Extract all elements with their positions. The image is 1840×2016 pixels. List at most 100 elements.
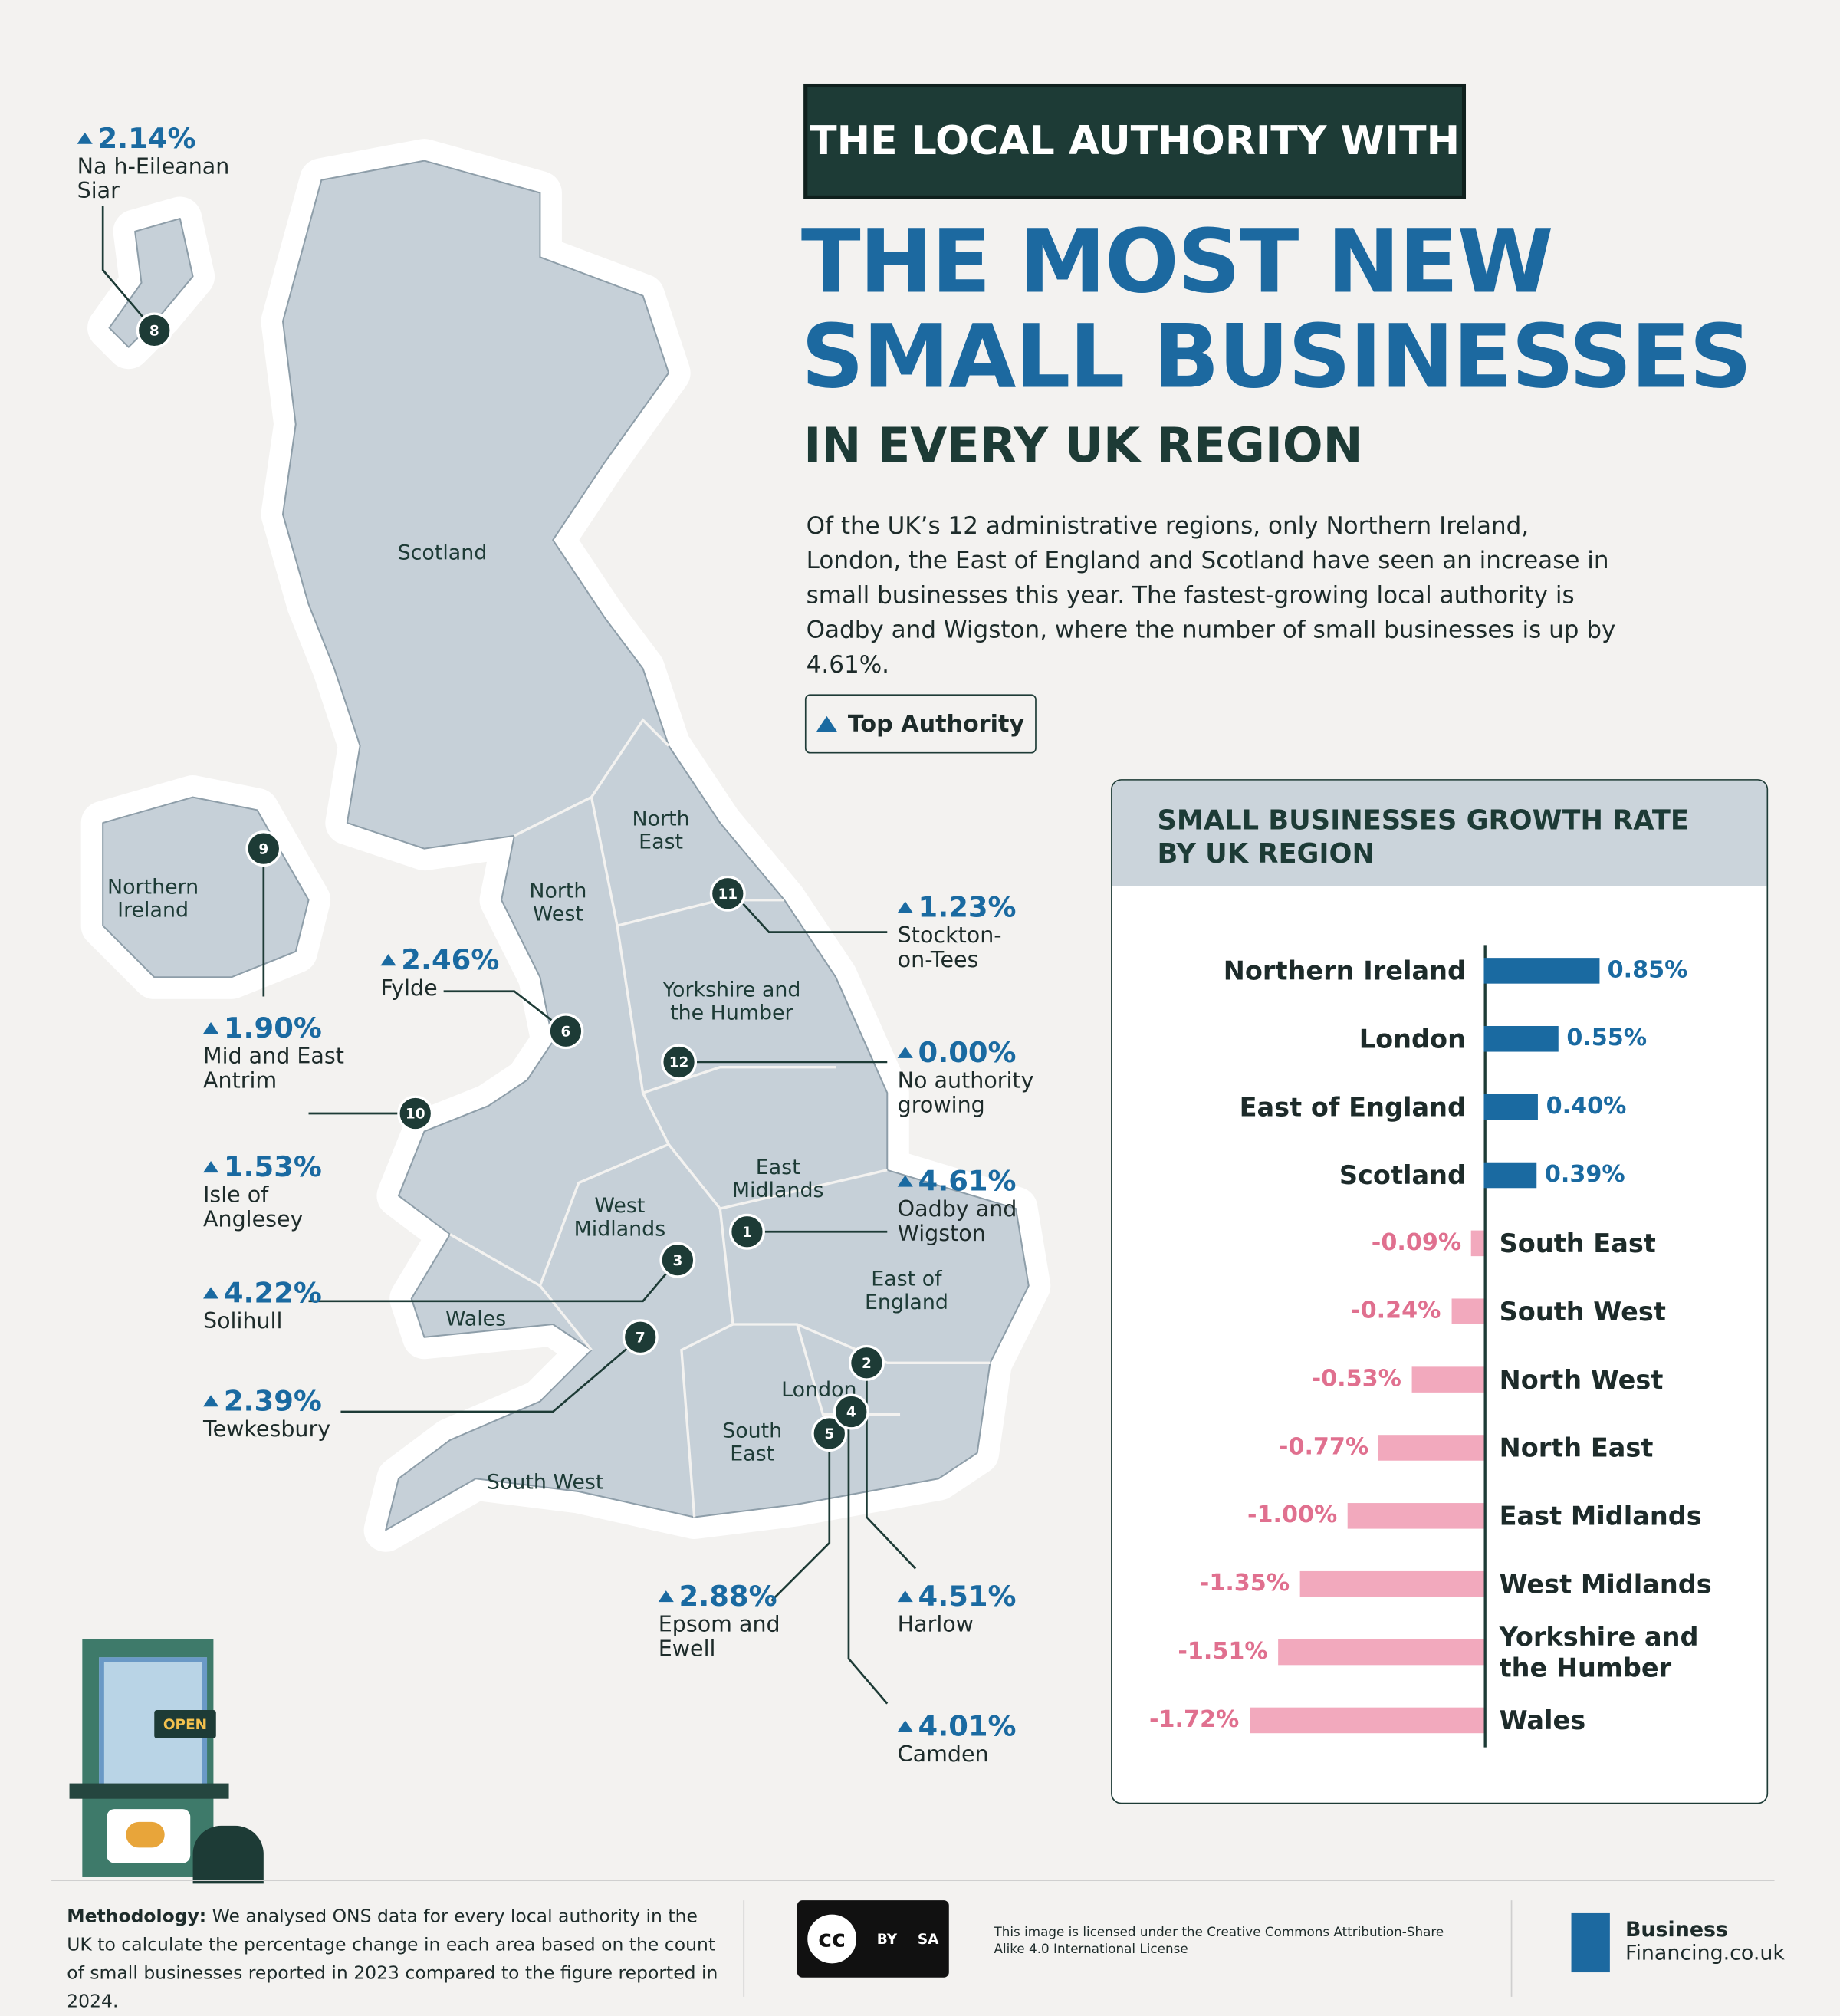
callout-name: Epsom and Ewell [658, 1612, 780, 1662]
leader-line [101, 206, 156, 331]
leader-line [847, 1427, 889, 1705]
category-label: Wales [1499, 1705, 1586, 1736]
value-label: 0.39% [1544, 1161, 1625, 1189]
callout-name: Mid and East Antrim [202, 1044, 344, 1094]
callout-name: No authority growing [897, 1068, 1034, 1119]
rank-marker: 6 [547, 1013, 584, 1050]
callout-value: 4.51% [898, 1581, 1065, 1613]
callout: 2.46% Fylde [380, 945, 547, 1001]
callout: 1.53% Isle of Anglesey [203, 1152, 325, 1233]
category-label: West Midlands [1499, 1568, 1712, 1600]
callout-value: 4.61% [898, 1166, 1042, 1199]
cc-badge: cc BY SA [797, 1900, 949, 1978]
chart-header [1112, 780, 1767, 886]
callout-value: 2.39% [203, 1386, 370, 1418]
callout-value: 2.46% [380, 945, 547, 977]
callout: 2.39% Tewkesbury [203, 1386, 370, 1442]
subtitle: IN EVERY UK REGION [803, 417, 1363, 474]
callout: 2.88% Epsom and Ewell [659, 1581, 820, 1662]
region-label: Scotland [397, 540, 488, 565]
callout: 4.01% Camden [898, 1712, 1065, 1768]
value-label: -0.09% [1371, 1228, 1462, 1257]
region-label: North West [529, 878, 587, 926]
callout: 4.61% Oadby and Wigston [898, 1166, 1042, 1248]
cc-icon: cc [807, 1914, 856, 1964]
rank-marker: 4 [833, 1393, 869, 1430]
callout-value: 0.00% [898, 1038, 1065, 1070]
value-label: -1.00% [1247, 1501, 1338, 1529]
rank-marker: 11 [709, 875, 746, 912]
callout-name: Fylde [380, 975, 438, 1002]
rank-marker: 8 [136, 312, 172, 349]
category-label: East Midlands [1499, 1500, 1702, 1531]
rank-marker: 1 [728, 1213, 765, 1250]
value-label: -1.51% [1178, 1638, 1268, 1666]
leader-line [866, 1378, 917, 1570]
legend-label: Top Authority [847, 710, 1025, 738]
value-label: 0.85% [1607, 956, 1688, 984]
bar [1484, 1026, 1559, 1052]
bar [1451, 1298, 1484, 1325]
bar [1484, 958, 1600, 984]
category-label: North East [1499, 1432, 1654, 1464]
value-label: -1.72% [1149, 1705, 1240, 1734]
brand: Business Financing.co.uk [1625, 1916, 1785, 1965]
bar [1347, 1503, 1484, 1529]
methodology-text: We analysed ONS data for every local aut… [67, 1906, 718, 2013]
rank-marker: 10 [397, 1095, 434, 1132]
shop-illustration: OPEN [64, 1639, 283, 1896]
callout-value: 1.90% [203, 1013, 370, 1045]
rank-marker: 3 [659, 1242, 696, 1278]
value-label: 0.55% [1566, 1024, 1648, 1052]
callout-value: 2.14% [77, 123, 258, 156]
bar [1484, 1094, 1539, 1120]
region-borders [449, 718, 991, 1518]
zero-axis [1484, 945, 1487, 1748]
bar [1300, 1570, 1484, 1597]
leader-line [443, 990, 567, 1032]
region-label: East Midlands [731, 1154, 824, 1202]
open-sign: OPEN [154, 1710, 216, 1738]
callout-value: 1.53% [203, 1152, 325, 1184]
bar [1484, 1162, 1537, 1189]
callout-name: Stockton-on-Tees [897, 922, 1002, 974]
brand-line: Business [1625, 1916, 1728, 1942]
callout-name: Tewkesbury [202, 1416, 331, 1443]
value-label: -0.77% [1278, 1433, 1369, 1461]
region-label: South West [486, 1469, 604, 1495]
region-label: Wales [445, 1306, 507, 1331]
region-label: Northern Ireland [107, 874, 199, 922]
description: Of the UK’s 12 administrative regions, o… [806, 513, 1616, 679]
leader-line [340, 1336, 642, 1413]
brand-line: Financing.co.uk [1625, 1940, 1785, 1965]
callout-value: 4.01% [898, 1712, 1065, 1744]
callout-value: 1.23% [898, 893, 1027, 925]
title-line: SMALL BUSINESSES [800, 307, 1752, 409]
banner-text: THE LOCAL AUTHORITY WITH [810, 118, 1460, 165]
bar [1278, 1639, 1484, 1666]
category-label: Northern Ireland [1223, 955, 1467, 987]
callout-name: Oadby and Wigston [897, 1197, 1017, 1248]
bar [1249, 1707, 1484, 1734]
callout: 4.51% Harlow [898, 1581, 1065, 1638]
value-label: 0.40% [1546, 1093, 1627, 1120]
title-line: THE MOST NEW [800, 212, 1554, 314]
region-label: East of England [864, 1266, 948, 1314]
cc-sa: SA [917, 1930, 939, 1948]
callout: 1.90% Mid and East Antrim [203, 1013, 370, 1094]
bar [1378, 1435, 1484, 1461]
callout-name: Solihull [202, 1308, 283, 1335]
leader-line [742, 903, 888, 933]
bar [1411, 1366, 1484, 1393]
rank-marker: 7 [622, 1319, 659, 1356]
cc-by: BY [876, 1930, 898, 1948]
chart-title: SMALL BUSINESSES GROWTH RATE BY UK REGIO… [1157, 804, 1689, 870]
callout: 2.14% Na h-Eileanan Siar [77, 123, 258, 205]
category-label: Scotland [1339, 1159, 1467, 1191]
title: THE MOST NEW SMALL BUSINESSES [800, 212, 1752, 409]
license: This image is licensed under the Creativ… [994, 1926, 1444, 1957]
value-label: -0.24% [1351, 1297, 1441, 1325]
region-label: Yorkshire and the Humber [662, 977, 801, 1025]
